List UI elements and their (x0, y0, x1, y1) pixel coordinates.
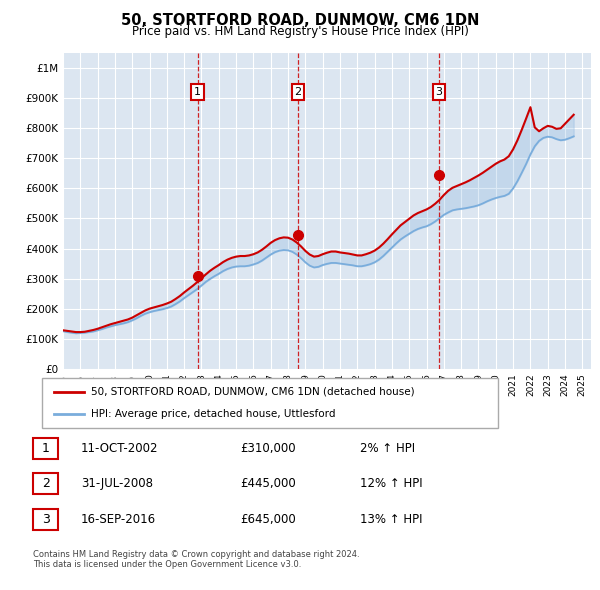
Text: HPI: Average price, detached house, Uttlesford: HPI: Average price, detached house, Uttl… (91, 409, 336, 419)
Text: 2% ↑ HPI: 2% ↑ HPI (360, 442, 415, 455)
Text: 50, STORTFORD ROAD, DUNMOW, CM6 1DN (detached house): 50, STORTFORD ROAD, DUNMOW, CM6 1DN (det… (91, 386, 415, 396)
Text: £310,000: £310,000 (240, 442, 296, 455)
Text: 31-JUL-2008: 31-JUL-2008 (81, 477, 153, 490)
Text: Contains HM Land Registry data © Crown copyright and database right 2024.
This d: Contains HM Land Registry data © Crown c… (33, 550, 359, 569)
Text: 2: 2 (41, 477, 50, 490)
Text: 1: 1 (194, 87, 201, 97)
Text: 16-SEP-2016: 16-SEP-2016 (81, 513, 156, 526)
Text: 1: 1 (41, 442, 50, 455)
Text: £645,000: £645,000 (240, 513, 296, 526)
Text: 12% ↑ HPI: 12% ↑ HPI (360, 477, 422, 490)
Text: 50, STORTFORD ROAD, DUNMOW, CM6 1DN: 50, STORTFORD ROAD, DUNMOW, CM6 1DN (121, 13, 479, 28)
Text: £445,000: £445,000 (240, 477, 296, 490)
Text: 3: 3 (436, 87, 442, 97)
Text: 2: 2 (295, 87, 302, 97)
Text: 3: 3 (41, 513, 50, 526)
Text: Price paid vs. HM Land Registry's House Price Index (HPI): Price paid vs. HM Land Registry's House … (131, 25, 469, 38)
Text: 11-OCT-2002: 11-OCT-2002 (81, 442, 158, 455)
Text: 13% ↑ HPI: 13% ↑ HPI (360, 513, 422, 526)
